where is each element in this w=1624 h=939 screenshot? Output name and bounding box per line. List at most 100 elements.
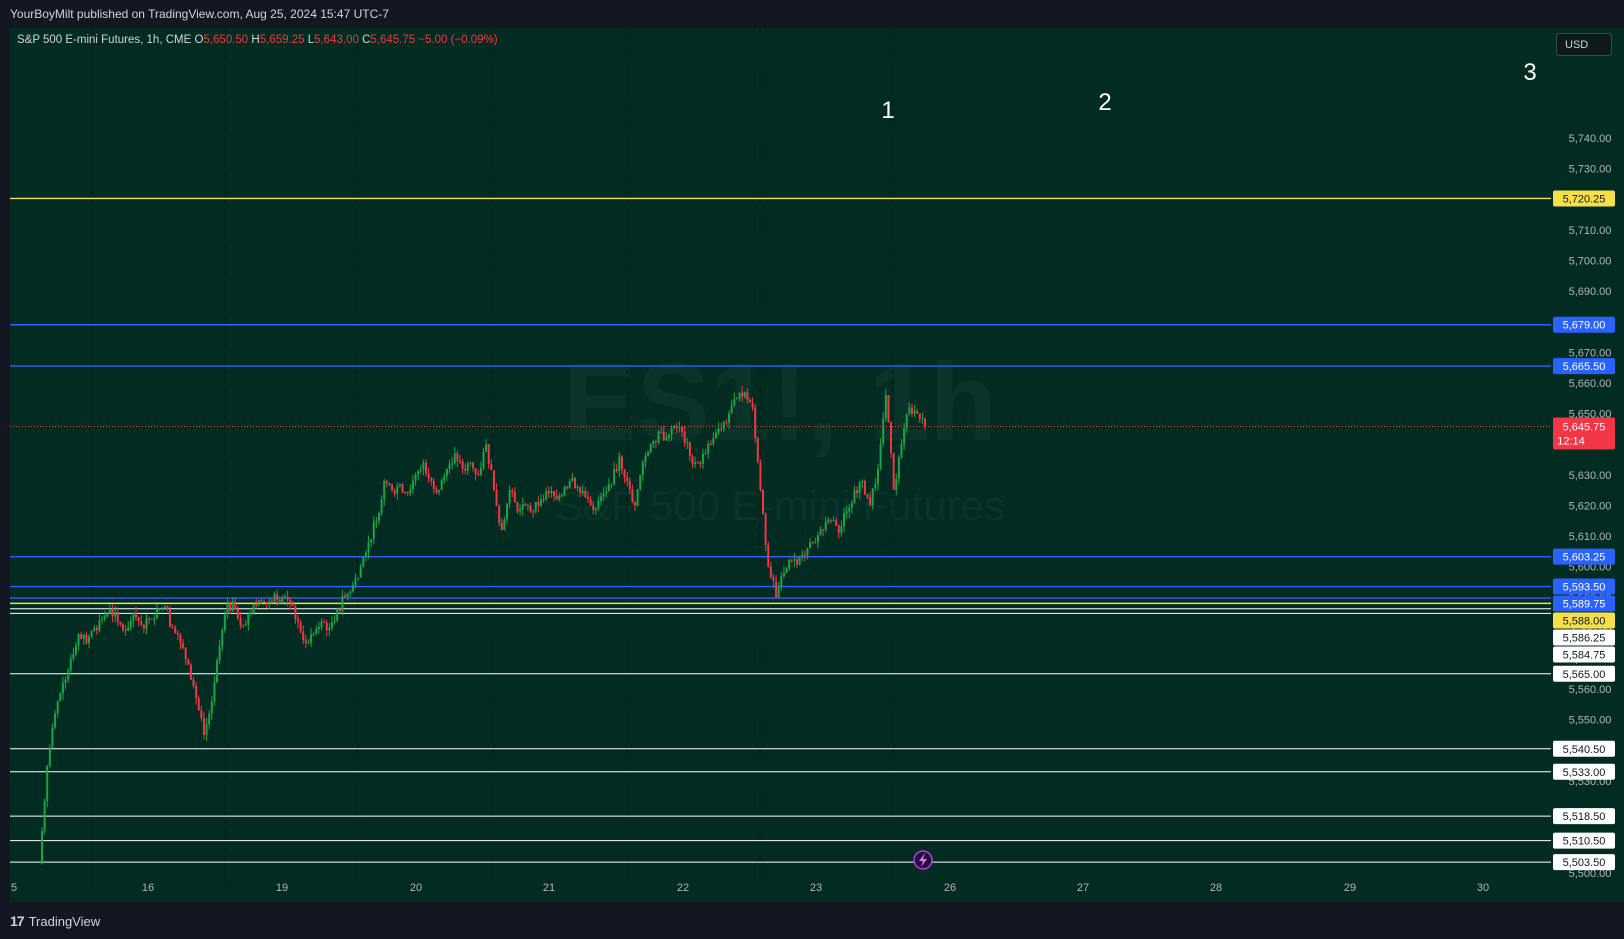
candle-body[interactable] bbox=[456, 453, 459, 461]
candle-body[interactable] bbox=[628, 480, 631, 490]
candle-body[interactable] bbox=[189, 664, 192, 680]
candle-body[interactable] bbox=[916, 410, 919, 414]
candle-body[interactable] bbox=[291, 603, 294, 606]
candle-body[interactable] bbox=[474, 468, 477, 474]
candle-body[interactable] bbox=[208, 713, 211, 725]
candle-body[interactable] bbox=[694, 462, 697, 465]
candle-body[interactable] bbox=[850, 503, 853, 508]
candle-body[interactable] bbox=[882, 418, 885, 444]
candle-body[interactable] bbox=[534, 501, 537, 512]
candle-body[interactable] bbox=[74, 645, 77, 655]
candle-body[interactable] bbox=[524, 504, 527, 506]
candle-body[interactable] bbox=[683, 431, 686, 443]
candle-body[interactable] bbox=[385, 480, 388, 483]
candle-body[interactable] bbox=[513, 491, 516, 503]
candle-body[interactable] bbox=[205, 724, 208, 736]
currency-button[interactable]: USD bbox=[1556, 33, 1612, 56]
candle-body[interactable] bbox=[600, 496, 603, 501]
candle-body[interactable] bbox=[411, 480, 414, 490]
candle-body[interactable] bbox=[576, 486, 579, 489]
candle-body[interactable] bbox=[367, 542, 370, 553]
candle-body[interactable] bbox=[490, 463, 493, 471]
candle-body[interactable] bbox=[626, 477, 629, 481]
candle-body[interactable] bbox=[195, 685, 198, 699]
candle-body[interactable] bbox=[670, 428, 673, 435]
candle-body[interactable] bbox=[837, 525, 840, 533]
candle-body[interactable] bbox=[869, 497, 872, 506]
candle-body[interactable] bbox=[581, 491, 584, 494]
candle-body[interactable] bbox=[388, 482, 391, 485]
candle-body[interactable] bbox=[566, 487, 569, 489]
candle-body[interactable] bbox=[281, 597, 284, 602]
candle-body[interactable] bbox=[85, 634, 88, 644]
candle-body[interactable] bbox=[283, 596, 286, 598]
candle-body[interactable] bbox=[924, 418, 926, 427]
candle-body[interactable] bbox=[521, 504, 524, 510]
candle-body[interactable] bbox=[607, 484, 610, 492]
candle-body[interactable] bbox=[594, 508, 597, 510]
candle-body[interactable] bbox=[202, 717, 205, 736]
candle-body[interactable] bbox=[445, 468, 448, 476]
candle-body[interactable] bbox=[767, 544, 770, 567]
candle-body[interactable] bbox=[98, 619, 101, 631]
candle-body[interactable] bbox=[325, 622, 328, 631]
candle-body[interactable] bbox=[242, 624, 245, 626]
candle-body[interactable] bbox=[255, 604, 258, 606]
annotation-1[interactable]: 1 bbox=[881, 97, 894, 124]
candle-body[interactable] bbox=[265, 602, 268, 604]
candle-body[interactable] bbox=[613, 468, 616, 484]
candle-body[interactable] bbox=[910, 407, 913, 414]
candle-body[interactable] bbox=[448, 464, 451, 469]
candle-body[interactable] bbox=[751, 402, 754, 408]
candle-body[interactable] bbox=[492, 470, 495, 491]
symbol-title[interactable]: S&P 500 E-mini Futures, 1h, CME bbox=[17, 34, 192, 46]
candle-body[interactable] bbox=[803, 554, 806, 556]
candle-body[interactable] bbox=[466, 463, 469, 471]
candle-body[interactable] bbox=[187, 659, 190, 665]
candle-body[interactable] bbox=[307, 642, 310, 644]
candle-body[interactable] bbox=[620, 456, 623, 470]
candle-body[interactable] bbox=[798, 557, 801, 565]
candle-body[interactable] bbox=[61, 682, 64, 694]
candle-body[interactable] bbox=[182, 643, 185, 648]
candle-body[interactable] bbox=[897, 457, 900, 479]
candle-body[interactable] bbox=[158, 608, 161, 610]
candle-body[interactable] bbox=[579, 486, 582, 494]
candle-body[interactable] bbox=[80, 633, 83, 639]
candle-body[interactable] bbox=[370, 539, 373, 543]
candle-body[interactable] bbox=[299, 621, 302, 632]
candle-body[interactable] bbox=[876, 468, 879, 485]
candle-body[interactable] bbox=[704, 453, 707, 455]
candle-body[interactable] bbox=[54, 713, 57, 728]
candle-body[interactable] bbox=[145, 618, 148, 629]
candle-body[interactable] bbox=[845, 511, 848, 514]
candle-body[interactable] bbox=[819, 529, 822, 536]
candle-body[interactable] bbox=[273, 594, 276, 603]
candle-body[interactable] bbox=[51, 727, 54, 748]
candle-body[interactable] bbox=[571, 477, 574, 482]
candle-body[interactable] bbox=[858, 482, 861, 494]
candle-body[interactable] bbox=[346, 593, 349, 598]
candle-body[interactable] bbox=[573, 477, 576, 489]
candle-body[interactable] bbox=[592, 505, 595, 510]
time-axis[interactable]: 5 16 19 20 21 22 23 26 27 28 29 30 bbox=[11, 882, 1489, 894]
candle-body[interactable] bbox=[863, 480, 866, 495]
candle-body[interactable] bbox=[707, 443, 710, 454]
candle-body[interactable] bbox=[913, 410, 916, 414]
candle-body[interactable] bbox=[401, 483, 404, 493]
candle-body[interactable] bbox=[286, 596, 289, 600]
candle-body[interactable] bbox=[722, 422, 725, 429]
candle-body[interactable] bbox=[806, 548, 809, 556]
candle-body[interactable] bbox=[563, 487, 566, 496]
candle-body[interactable] bbox=[184, 647, 187, 660]
candle-body[interactable] bbox=[153, 618, 156, 620]
candle-body[interactable] bbox=[788, 560, 791, 569]
candle-body[interactable] bbox=[451, 463, 454, 465]
candle-body[interactable] bbox=[108, 609, 111, 614]
candle-body[interactable] bbox=[315, 629, 318, 634]
candle-body[interactable] bbox=[743, 392, 746, 397]
candle-body[interactable] bbox=[537, 501, 540, 506]
candle-body[interactable] bbox=[701, 453, 704, 464]
candle-body[interactable] bbox=[310, 634, 313, 643]
